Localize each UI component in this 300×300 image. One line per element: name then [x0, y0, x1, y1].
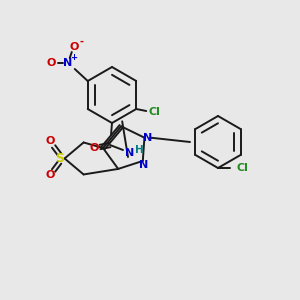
- Text: Cl: Cl: [148, 107, 160, 117]
- Text: O: O: [69, 42, 78, 52]
- Text: O: O: [46, 136, 55, 146]
- Text: N: N: [125, 148, 135, 158]
- Text: S: S: [55, 152, 64, 165]
- Text: O: O: [89, 143, 99, 153]
- Text: H: H: [135, 145, 143, 155]
- Text: O: O: [46, 170, 55, 181]
- Text: Cl: Cl: [236, 163, 248, 173]
- Text: -: -: [80, 37, 84, 47]
- Text: N: N: [143, 133, 152, 143]
- Text: O: O: [46, 58, 56, 68]
- Text: +: +: [70, 53, 77, 62]
- Text: N: N: [139, 160, 148, 170]
- Text: N: N: [63, 58, 72, 68]
